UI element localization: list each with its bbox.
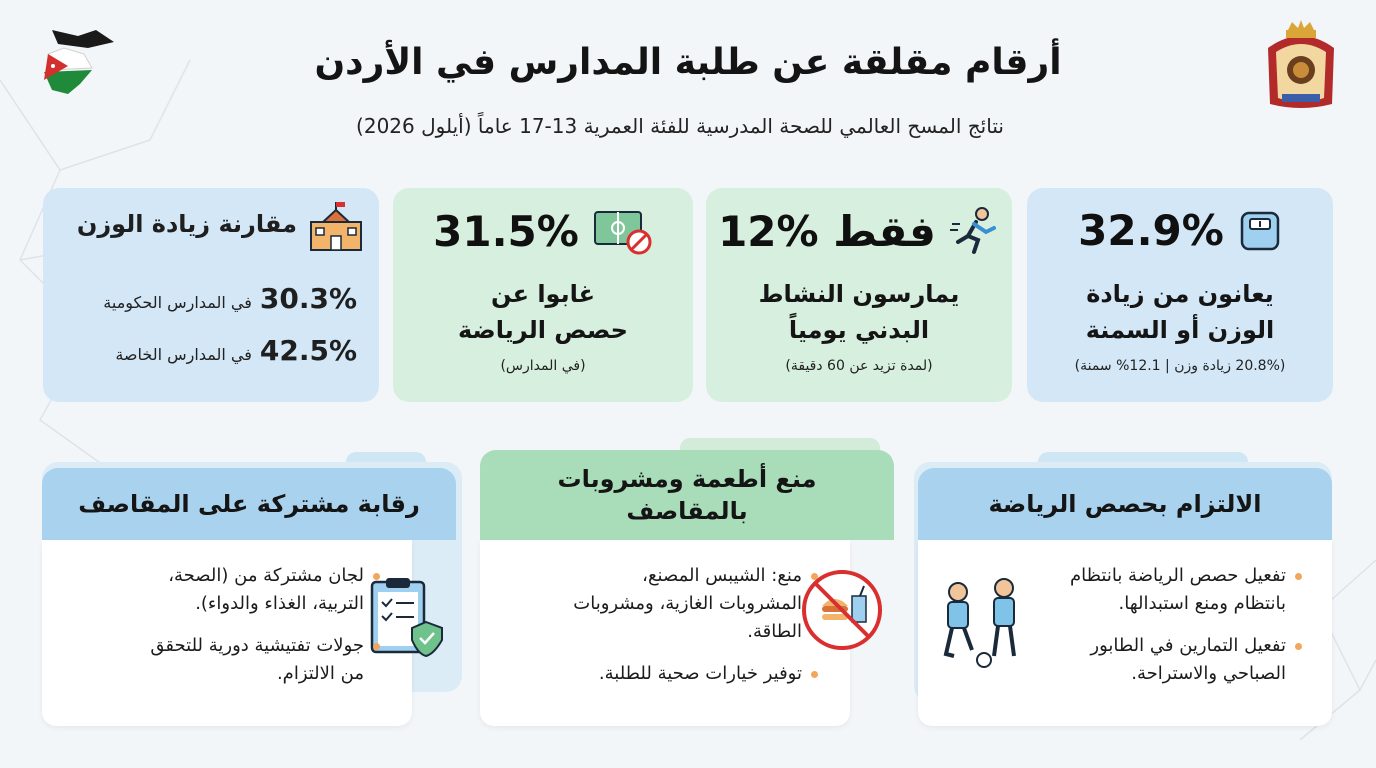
school-building-icon [310, 202, 362, 251]
list-item: توفير خيارات صحية للطلبة. [570, 660, 820, 688]
private-schools-value: 42.5% [259, 334, 357, 367]
comparison-row-public: 30.3% في المدارس الحكومية [65, 282, 357, 315]
panel-monitor-body: لجان مشتركة من (الصحة، التربية، الغذاء و… [42, 540, 443, 726]
overweight-note: (20.8% زيادة وزن | 12.1% سمنة) [1074, 358, 1286, 374]
list-item: تفعيل حصص الرياضة بانتظام بانتظام ومنع ا… [1034, 562, 1304, 618]
runner-icon [949, 207, 996, 254]
overweight-label: يعانون من زيادة الوزن أو السمنة [1085, 280, 1275, 344]
panel-food-body: منع: الشيبس المصنع، المشروبات الغازية، و… [480, 540, 882, 726]
absence-label: غابوا عن حصص الرياضة [458, 280, 628, 344]
page-subtitle: نتائج المسح العالمي للصحة المدرسية للفئة… [356, 114, 1004, 138]
panel-canteen-monitoring: رقابة مشتركة على المقاصف لجان مشتركة من … [42, 452, 462, 726]
public-schools-value: 30.3% [259, 282, 357, 315]
panel-sports-list: تفعيل حصص الرياضة بانتظام بانتظام ومنع ا… [1034, 562, 1304, 702]
private-schools-label: في المدارس الخاصة [115, 345, 252, 364]
panel-food-ban: منع أطعمة ومشروبات بالمقاصف منع: الشيبس … [480, 438, 894, 726]
scale-icon [1240, 211, 1280, 250]
page-title: أرقام مقلقة عن طلبة المدارس في الأردن [314, 42, 1062, 83]
panel-sports-title: الالتزام بحصص الرياضة [918, 468, 1332, 540]
no-sports-field-icon [593, 211, 652, 255]
panel-sports-body: تفعيل حصص الرياضة بانتظام بانتظام ومنع ا… [918, 540, 1332, 726]
activity-value: 12% فقط [718, 206, 936, 256]
stat-card-sports-absence: 31.5% غابوا عن حصص الرياضة (في المدارس) [393, 188, 693, 402]
panel-food-title: منع أطعمة ومشروبات بالمقاصف [480, 450, 894, 540]
panel-sports-commitment: الالتزام بحصص الرياضة تفعيل حصص الرياضة … [914, 452, 1332, 726]
activity-note: (لمدة تزيد عن 60 دقيقة) [785, 358, 933, 374]
comparison-title: مقارنة زيادة الوزن [76, 210, 297, 238]
list-item: لجان مشتركة من (الصحة، التربية، الغذاء و… [122, 562, 382, 618]
stat-card-activity: 12% فقط يمارسون النشاط البدني يومياً (لم… [706, 188, 1012, 402]
stat-card-overweight: 32.9% يعانون من زيادة الوزن أو السمنة (2… [1027, 188, 1333, 402]
overweight-value: 32.9% [1078, 206, 1224, 255]
list-item: منع: الشيبس المصنع، المشروبات الغازية، و… [570, 562, 820, 646]
jordan-flag-map-icon [44, 30, 114, 94]
panel-food-list: منع: الشيبس المصنع، المشروبات الغازية، و… [570, 562, 820, 702]
list-item: جولات تفتيشية دورية للتحقق من الالتزام. [122, 632, 382, 688]
list-item: تفعيل التمارين في الطابور الصباحي والاست… [1034, 632, 1304, 688]
panel-monitor-title: رقابة مشتركة على المقاصف [42, 468, 456, 540]
comparison-row-private: 42.5% في المدارس الخاصة [65, 334, 357, 367]
no-junk-food-icon [802, 570, 882, 650]
absence-note: (في المدارس) [500, 358, 586, 374]
kids-playing-football-icon [943, 578, 1016, 668]
jordan-coat-of-arms-icon [1268, 20, 1334, 108]
stat-card-comparison: مقارنة زيادة الوزن 30.3% في المدارس الحك… [43, 188, 379, 402]
checklist-shield-icon [370, 578, 443, 658]
absence-value: 31.5% [433, 206, 579, 256]
activity-label: يمارسون النشاط البدني يومياً [758, 280, 960, 344]
public-schools-label: في المدارس الحكومية [103, 293, 252, 312]
panel-monitor-list: لجان مشتركة من (الصحة، التربية، الغذاء و… [122, 562, 382, 702]
